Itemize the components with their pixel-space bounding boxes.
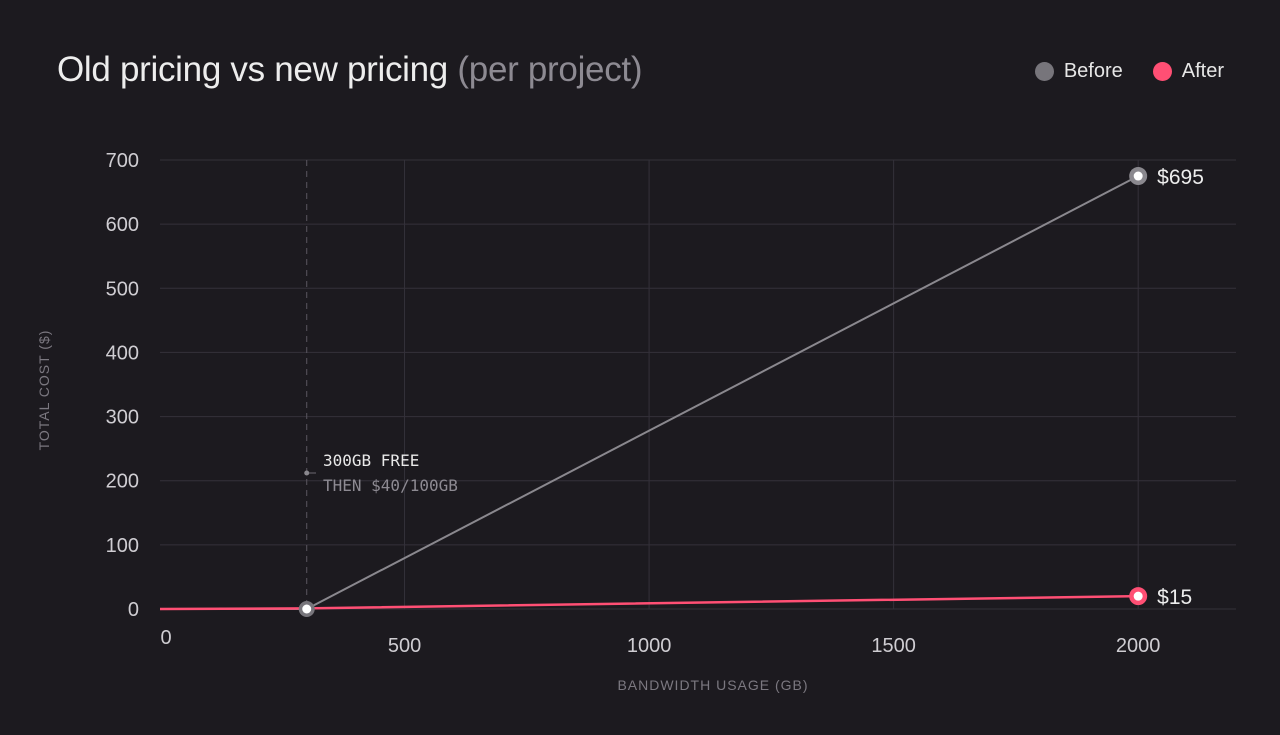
y-tick-label: 400	[106, 342, 139, 364]
legend-item-before: Before	[1034, 60, 1123, 83]
title-main: Old pricing vs new pricing	[57, 50, 448, 89]
end-marker-center-before	[1133, 171, 1143, 181]
y-tick-label: 300	[106, 407, 139, 429]
x-axis-label: BANDWIDTH USAGE (GB)	[617, 677, 808, 693]
title-subtitle: (per project)	[457, 50, 643, 89]
y-tick-label: 200	[106, 471, 139, 493]
knee-marker-center	[302, 604, 312, 614]
legend-label-after: After	[1181, 60, 1224, 82]
x-tick-label: 1500	[871, 635, 916, 657]
legend-swatch-after	[1152, 62, 1172, 81]
legend-label-before: Before	[1063, 60, 1123, 82]
y-axis-label: TOTAL COST ($)	[36, 330, 52, 451]
x-tick-label: 0	[160, 627, 171, 649]
x-tick-label: 500	[388, 635, 421, 657]
legend-item-after: After	[1152, 60, 1224, 83]
legend: Before After	[1034, 60, 1224, 83]
y-tick-label: 100	[106, 535, 139, 557]
y-tick-label: 600	[106, 214, 139, 236]
end-marker-center-after	[1133, 591, 1143, 601]
legend-swatch-before	[1034, 62, 1054, 81]
chart-title: Old pricing vs new pricing (per project)	[57, 50, 643, 90]
y-tick-label: 500	[106, 278, 139, 300]
annotation-line-1: 300GB FREE	[323, 451, 419, 470]
x-tick-label: 2000	[1116, 635, 1161, 657]
annotation-dot	[304, 470, 310, 476]
annotation-line-2: THEN $40/100GB	[323, 476, 458, 495]
y-tick-label: 700	[106, 150, 139, 172]
end-label-after: $15	[1157, 586, 1192, 609]
y-tick-label: 0	[128, 599, 139, 621]
x-tick-label: 1000	[627, 635, 672, 657]
end-label-before: $695	[1157, 166, 1204, 189]
